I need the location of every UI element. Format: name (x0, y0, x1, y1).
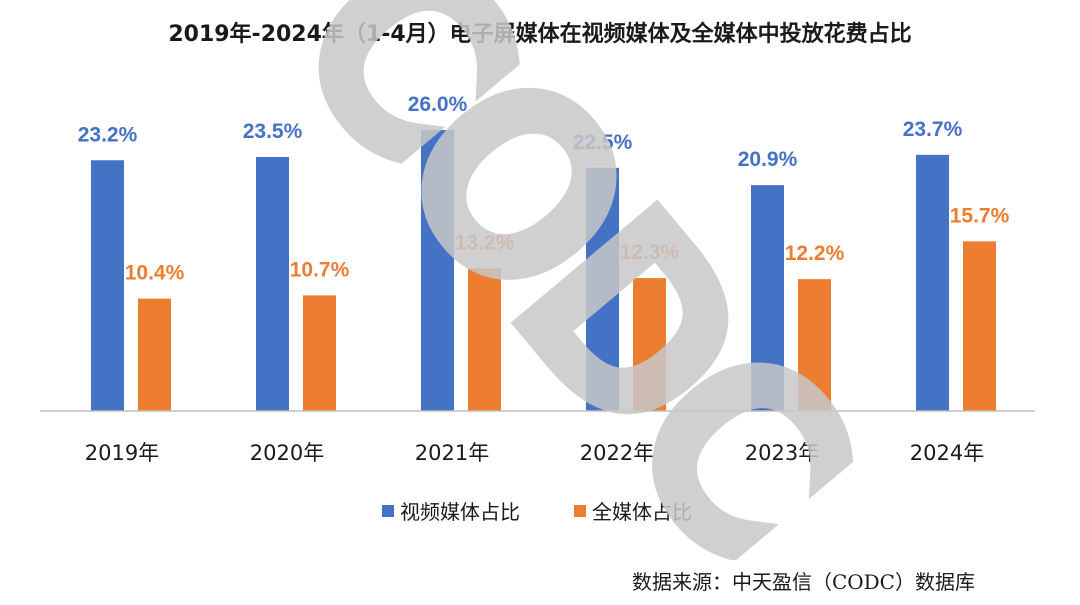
x-tick-label: 2020年 (250, 441, 324, 465)
legend-swatch-all (574, 505, 586, 517)
data-label-video-2: 23.5% (243, 120, 303, 143)
bar-chart: 23.2% 10.4% 23.5% 10.7% 26.0% 13.2% 22.5% 12.3%… (40, 0, 1035, 560)
data-label-video-5: 20.9% (738, 148, 798, 171)
labels-layer: 23.2% 10.4% 23.5% 10.7% 26.0% 13.2% 22.5% 12.3%… (78, 93, 1010, 285)
bar-video-1 (91, 160, 124, 411)
data-label-video-3: 26.0% (408, 93, 468, 116)
bars-layer (91, 130, 996, 411)
bar-video-3 (421, 130, 454, 411)
data-label-video-4: 22.5% (573, 131, 633, 154)
legend-swatch-video (382, 505, 394, 517)
data-label-all-3: 13.2% (455, 231, 515, 254)
data-label-all-1: 10.4% (125, 262, 185, 285)
bar-all-4 (633, 278, 666, 411)
x-tick-layer: 2019年 2020年 2021年 2022年 2023年 2024年 (85, 441, 984, 465)
x-tick-label: 2024年 (910, 441, 984, 465)
legend: 视频媒体占比 全媒体占比 (382, 500, 692, 524)
bar-video-2 (256, 157, 289, 411)
bar-video-6 (916, 154, 949, 411)
x-tick-label: 2022年 (580, 441, 654, 465)
x-tick-label: 2021年 (415, 441, 489, 465)
bar-video-4 (586, 167, 619, 411)
chart-title: 2019年-2024年（1-4月）电子屏媒体在视频媒体及全媒体中投放花费占比 (168, 22, 912, 47)
data-label-all-4: 12.3% (620, 241, 680, 264)
legend-label-video: 视频媒体占比 (400, 500, 520, 524)
data-label-all-2: 10.7% (290, 258, 350, 281)
x-tick-label: 2023年 (745, 441, 819, 465)
bar-all-3 (468, 268, 501, 411)
legend-label-all: 全媒体占比 (592, 500, 692, 524)
bar-all-2 (303, 295, 336, 411)
bar-all-1 (138, 298, 171, 411)
data-label-video-1: 23.2% (78, 123, 138, 146)
source-note: 数据来源：中天盈信（CODC）数据库 (631, 570, 975, 594)
data-label-all-5: 12.2% (785, 242, 845, 265)
bar-all-5 (798, 279, 831, 411)
data-label-video-6: 23.7% (903, 118, 963, 141)
x-tick-label: 2019年 (85, 441, 159, 465)
data-label-all-6: 15.7% (950, 204, 1010, 227)
bar-video-5 (751, 185, 784, 411)
bar-all-6 (963, 241, 996, 411)
